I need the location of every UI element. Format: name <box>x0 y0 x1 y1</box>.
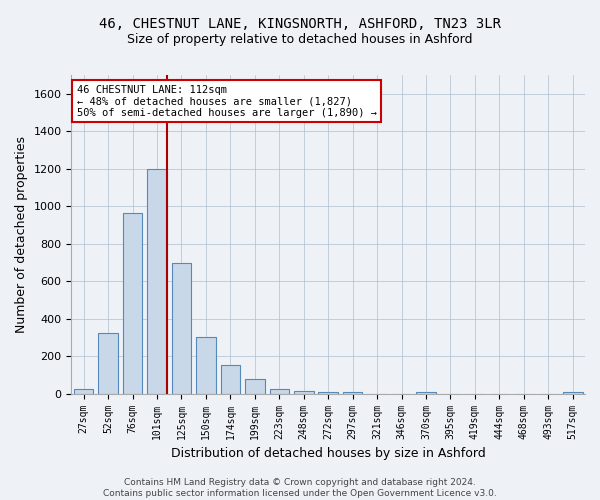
Bar <box>147 168 167 394</box>
Bar <box>196 336 215 394</box>
Bar <box>294 391 314 394</box>
Bar <box>245 378 265 394</box>
Bar <box>416 392 436 394</box>
Y-axis label: Number of detached properties: Number of detached properties <box>15 136 28 333</box>
X-axis label: Distribution of detached houses by size in Ashford: Distribution of detached houses by size … <box>171 447 485 460</box>
Text: Contains HM Land Registry data © Crown copyright and database right 2024.
Contai: Contains HM Land Registry data © Crown c… <box>103 478 497 498</box>
Bar <box>221 364 240 394</box>
Bar <box>74 389 94 394</box>
Text: 46, CHESTNUT LANE, KINGSNORTH, ASHFORD, TN23 3LR: 46, CHESTNUT LANE, KINGSNORTH, ASHFORD, … <box>99 18 501 32</box>
Bar <box>172 264 191 394</box>
Bar <box>343 392 362 394</box>
Bar <box>98 333 118 394</box>
Bar <box>269 389 289 394</box>
Bar <box>319 392 338 394</box>
Bar <box>123 213 142 394</box>
Text: Size of property relative to detached houses in Ashford: Size of property relative to detached ho… <box>127 32 473 46</box>
Text: 46 CHESTNUT LANE: 112sqm
← 48% of detached houses are smaller (1,827)
50% of sem: 46 CHESTNUT LANE: 112sqm ← 48% of detach… <box>77 84 377 118</box>
Bar <box>563 392 583 394</box>
